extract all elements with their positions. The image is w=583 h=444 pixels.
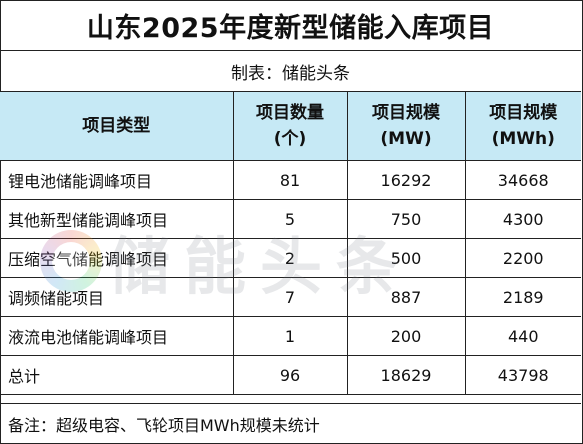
header-scale-mw: 项目规模 (MW) xyxy=(346,92,466,161)
table-source: 制表：储能头条 xyxy=(0,51,581,92)
cell-type: 调频储能项目 xyxy=(0,277,234,317)
cell-mwh: 43798 xyxy=(464,355,581,395)
cell-count: 2 xyxy=(232,238,348,278)
cell-type: 锂电池储能调峰项目 xyxy=(0,160,234,200)
cell-mwh: 2200 xyxy=(464,238,581,278)
table-total-row: 总计 96 18629 43798 xyxy=(0,355,581,395)
cell-count: 5 xyxy=(232,199,348,239)
cell-count: 96 xyxy=(232,355,348,395)
table-row: 液流电池储能调峰项目 1 200 440 xyxy=(0,316,581,356)
header-project-count: 项目数量 (个) xyxy=(232,92,348,161)
projects-table: 项目类型 项目数量 (个) 项目规模 (MW) 项目规模 (MWh) 锂电池储能… xyxy=(0,92,581,395)
cell-mw: 200 xyxy=(346,316,466,356)
cell-mwh: 2189 xyxy=(464,277,581,317)
header-label: 项目规模 (MW) xyxy=(372,103,440,149)
cell-mwh: 4300 xyxy=(464,199,581,239)
footnote: 备注：超级电容、飞轮项目MWh规模未统计 xyxy=(0,403,581,443)
header-label: 项目类型 xyxy=(82,116,151,136)
cell-mw: 16292 xyxy=(346,160,466,200)
cell-count: 7 xyxy=(232,277,348,317)
cell-mwh: 440 xyxy=(464,316,581,356)
cell-mw: 750 xyxy=(346,199,466,239)
table-header-row: 项目类型 项目数量 (个) 项目规模 (MW) 项目规模 (MWh) xyxy=(0,92,581,161)
header-project-type: 项目类型 xyxy=(0,92,234,161)
table-row: 压缩空气储能调峰项目 2 500 2200 xyxy=(0,238,581,278)
cell-type: 其他新型储能调峰项目 xyxy=(0,199,234,239)
table-row: 其他新型储能调峰项目 5 750 4300 xyxy=(0,199,581,239)
cell-mwh: 34668 xyxy=(464,160,581,200)
cell-mw: 18629 xyxy=(346,355,466,395)
cell-type: 总计 xyxy=(0,355,234,395)
cell-mw: 500 xyxy=(346,238,466,278)
cell-type: 液流电池储能调峰项目 xyxy=(0,316,234,356)
header-label: 项目规模 (MWh) xyxy=(489,103,558,149)
table-row: 调频储能项目 7 887 2189 xyxy=(0,277,581,317)
header-label: 项目数量 (个) xyxy=(256,103,324,149)
table-row: 锂电池储能调峰项目 81 16292 34668 xyxy=(0,160,581,200)
cell-type: 压缩空气储能调峰项目 xyxy=(0,238,234,278)
cell-mw: 887 xyxy=(346,277,466,317)
cell-count: 81 xyxy=(232,160,348,200)
header-scale-mwh: 项目规模 (MWh) xyxy=(464,92,581,161)
page-title: 山东2025年度新型储能入库项目 xyxy=(0,0,581,51)
cell-count: 1 xyxy=(232,316,348,356)
